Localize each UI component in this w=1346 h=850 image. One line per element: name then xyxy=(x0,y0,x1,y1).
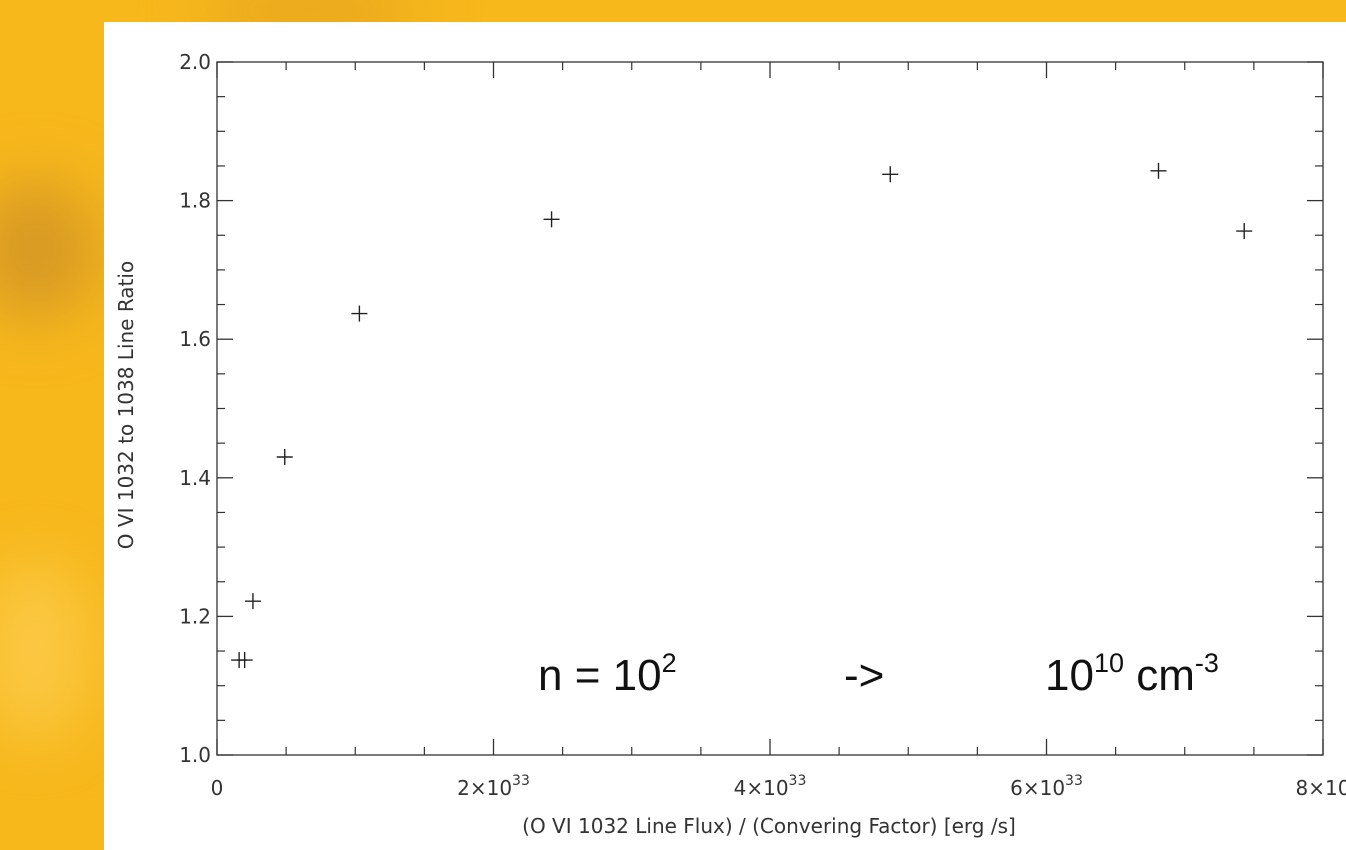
x-tick-label: 4×1033 xyxy=(734,773,807,800)
svg-text:n = 102: n = 102 xyxy=(538,648,677,700)
y-tick-label: 2.0 xyxy=(179,50,211,74)
x-tick-label-base: 0 xyxy=(211,776,224,800)
y-axis-title: O VI 1032 to 1038 Line Ratio xyxy=(114,261,138,549)
data-point xyxy=(543,211,560,228)
x-tick-label-base: 8×10 xyxy=(1296,776,1346,800)
y-tick-label: 1.0 xyxy=(179,743,211,767)
annotation-part2-exponent: 10 xyxy=(1094,648,1124,678)
annotation-arrow: -> xyxy=(844,651,884,700)
x-tick-label-base: 6×10 xyxy=(1010,776,1065,800)
background-blob xyxy=(0,560,90,740)
x-tick-label: 8×10 xyxy=(1296,776,1346,800)
density-annotation: n = 102 -> 1010 cm-3 xyxy=(538,648,1219,700)
y-tick-label: 1.6 xyxy=(179,327,211,351)
data-point xyxy=(882,166,899,183)
data-point xyxy=(1236,223,1253,240)
slide-panel xyxy=(104,22,1346,850)
x-tick-label: 0 xyxy=(211,776,224,800)
y-tick-label: 1.2 xyxy=(179,604,211,628)
annotation-part3-exponent: -3 xyxy=(1195,648,1219,678)
data-point xyxy=(244,593,261,610)
x-tick-label-exponent: 33 xyxy=(789,773,807,789)
y-tick-label: 1.8 xyxy=(179,189,211,213)
y-tick-label: 1.4 xyxy=(179,466,211,490)
annotation-part1-exponent: 2 xyxy=(662,648,677,678)
data-point xyxy=(351,305,368,322)
x-tick-label: 6×1033 xyxy=(1010,773,1083,800)
annotation-part2: 10 xyxy=(1045,651,1094,700)
data-point xyxy=(276,449,293,466)
data-point xyxy=(1150,162,1167,179)
x-axis-title: (O VI 1032 Line Flux) / (Convering Facto… xyxy=(522,814,1016,838)
background-blob xyxy=(0,180,100,320)
x-tick-label-base: 2×10 xyxy=(457,776,512,800)
x-tick-label: 2×1033 xyxy=(457,773,530,800)
x-tick-label-base: 4×10 xyxy=(734,776,789,800)
data-point xyxy=(236,652,253,669)
axes: 1.01.21.41.61.82.00 2×1033 4×1033 6×1033 8×1… xyxy=(179,50,1346,800)
data-points xyxy=(231,162,1253,669)
annotation-part3: cm xyxy=(1124,651,1195,700)
annotation-part1: n = 10 xyxy=(538,651,662,700)
x-tick-label-exponent: 33 xyxy=(1065,773,1083,789)
x-tick-label-exponent: 33 xyxy=(512,773,530,789)
svg-text:1010 cm-3: 1010 cm-3 xyxy=(1045,648,1219,700)
